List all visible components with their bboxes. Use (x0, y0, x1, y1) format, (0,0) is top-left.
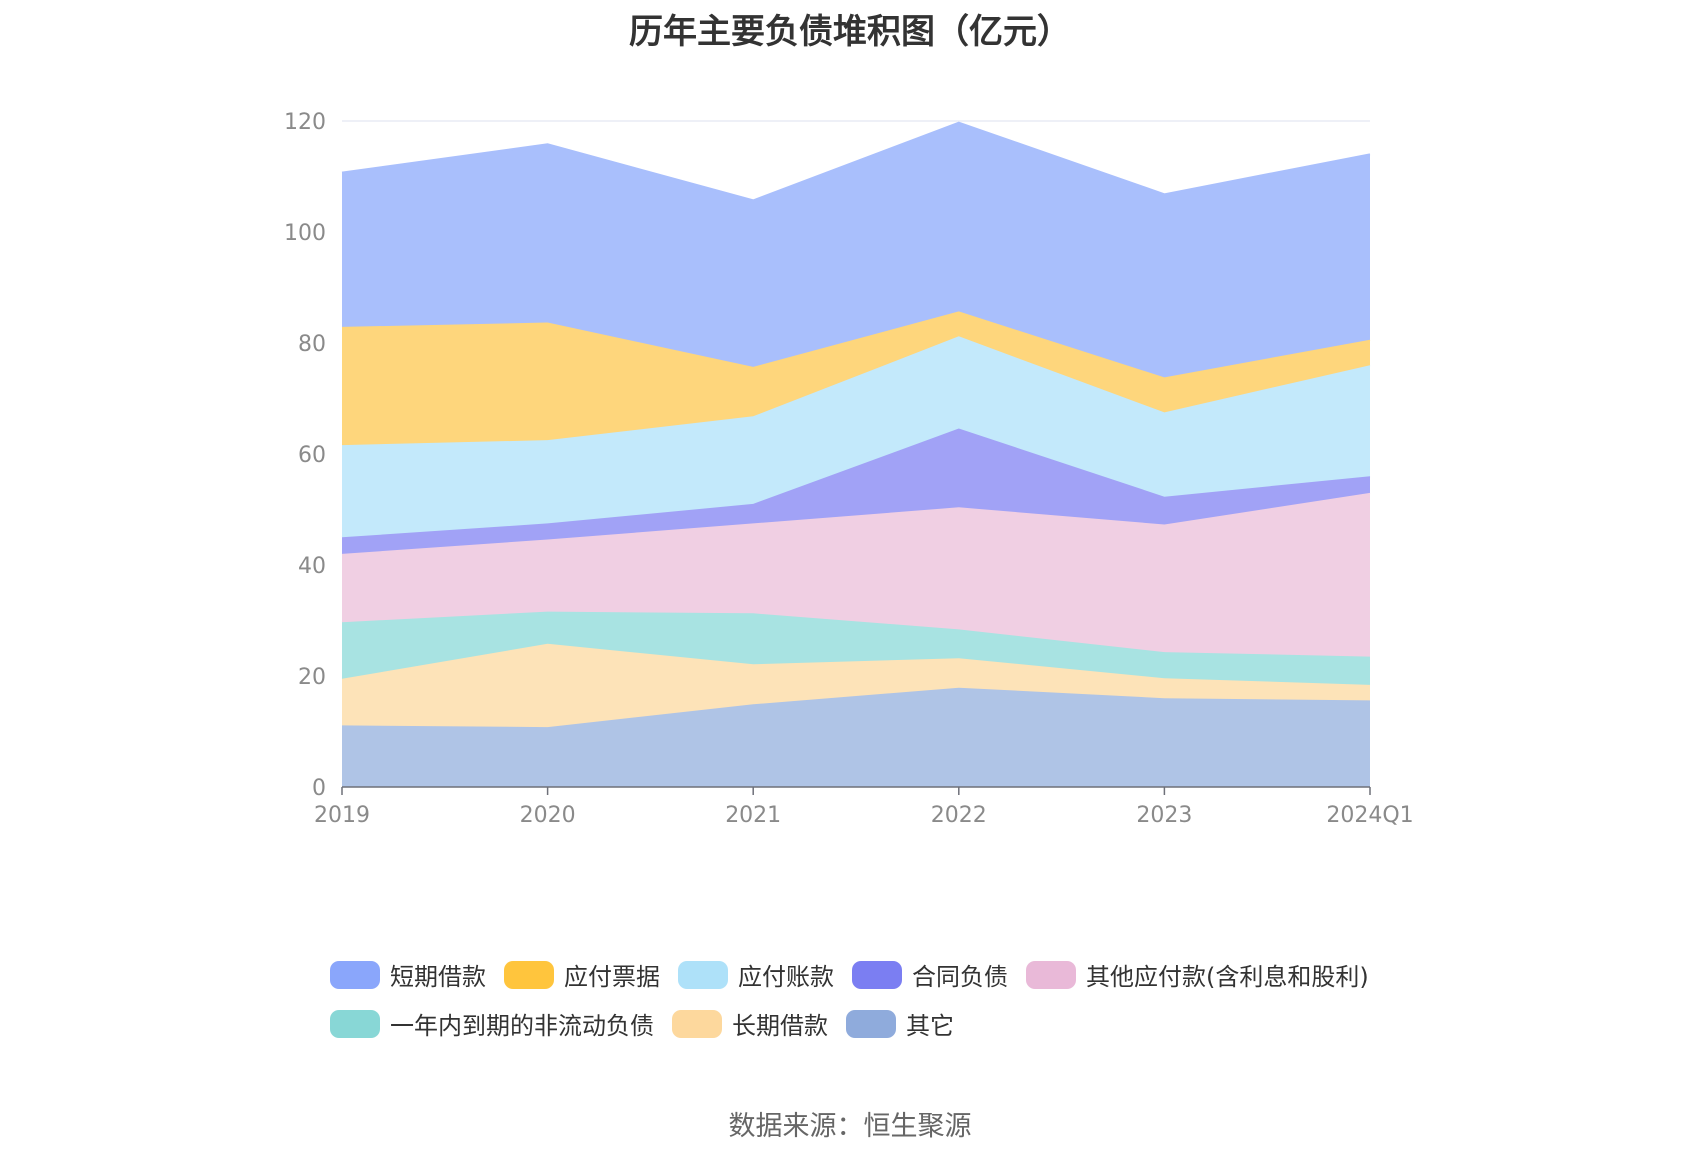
legend-item[interactable]: 长期借款 (672, 1006, 828, 1041)
data-source: 数据来源：恒生聚源 (728, 1111, 972, 1142)
axes: 0 20 40 60 80 100 120 2019 2020 2021 2022 2023 2024Q… (284, 110, 1414, 828)
legend-swatch (1026, 960, 1076, 989)
legend-item[interactable]: 短期借款 (330, 957, 486, 992)
x-tick-label: 2022 (931, 803, 987, 828)
legend-label: 其它 (906, 1012, 954, 1040)
x-tick-label: 2021 (725, 803, 781, 828)
area-应付账款 (342, 336, 1370, 538)
area-短期借款 (342, 122, 1370, 378)
legend-swatch (330, 960, 380, 989)
y-tick-label: 100 (284, 221, 326, 246)
legend-label: 一年内到期的非流动负债 (390, 1012, 654, 1040)
x-tick-label: 2023 (1136, 803, 1192, 828)
chart-legend: 短期借款 应付票据 应付账款 合同负债 其他应付款(含利息和股利) 一年内到期的非流动负… (330, 950, 1430, 1048)
legend-label: 应付账款 (738, 963, 834, 991)
legend-label: 应付票据 (564, 963, 660, 991)
legend-row: 一年内到期的非流动负债 长期借款 其它 (330, 999, 1430, 1048)
area-edge-line (341, 121, 1371, 202)
area-其他应付款(含利息和股利) (342, 492, 1370, 657)
legend-swatch (678, 960, 728, 989)
legend-row: 短期借款 应付票据 应付账款 合同负债 其他应付款(含利息和股利) (330, 950, 1430, 999)
x-tick-label: 2020 (520, 803, 576, 828)
legend-swatch (852, 960, 902, 989)
legend-swatch (504, 960, 554, 989)
x-tick-label: 2019 (314, 803, 370, 828)
legend-label: 合同负债 (912, 963, 1008, 991)
y-tick-label: 60 (298, 443, 326, 468)
x-tick-label: 2024Q1 (1326, 803, 1413, 828)
legend-label: 长期借款 (732, 1012, 828, 1040)
legend-label: 其他应付款(含利息和股利) (1086, 963, 1369, 991)
legend-item[interactable]: 应付账款 (678, 957, 834, 992)
area-长期借款 (342, 643, 1370, 728)
y-tick-label: 80 (298, 332, 326, 357)
y-tick-label: 120 (284, 110, 326, 135)
legend-label: 短期借款 (390, 963, 486, 991)
legend-swatch (330, 1009, 380, 1038)
legend-item[interactable]: 一年内到期的非流动负债 (330, 1006, 654, 1041)
stacked-area-chart: 0 20 40 60 80 100 120 2019 2020 2021 2022 2023 2024Q… (284, 110, 1414, 828)
legend-item[interactable]: 合同负债 (852, 957, 1008, 992)
area-series (341, 121, 1371, 787)
area-一年内到期的非流动负债 (342, 611, 1370, 685)
legend-swatch (672, 1009, 722, 1038)
y-tick-label: 20 (298, 665, 326, 690)
chart-title: 历年主要负债堆积图（亿元） (629, 12, 1071, 52)
y-tick-label: 0 (312, 776, 326, 801)
area-其它 (342, 687, 1370, 787)
area-合同负债 (342, 428, 1370, 554)
legend-item[interactable]: 其他应付款(含利息和股利) (1026, 957, 1369, 992)
legend-swatch (846, 1009, 896, 1038)
legend-item[interactable]: 应付票据 (504, 957, 660, 992)
y-tick-label: 40 (298, 554, 326, 579)
legend-item[interactable]: 其它 (846, 1006, 954, 1041)
area-应付票据 (342, 311, 1370, 446)
